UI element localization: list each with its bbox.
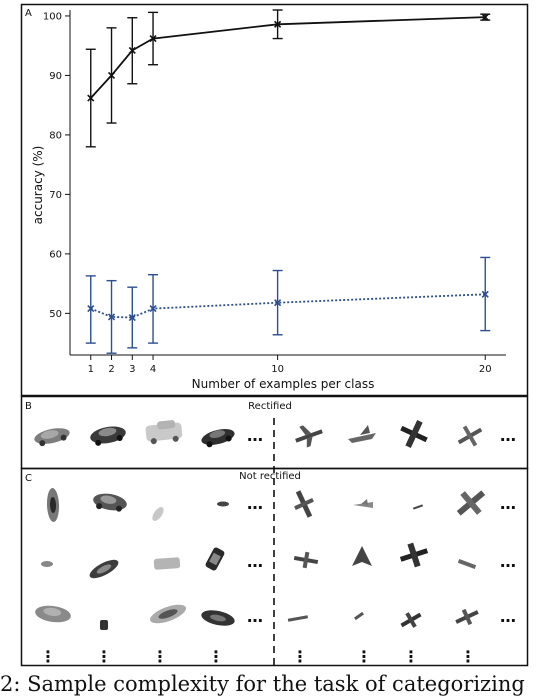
x-axis-title: Number of examples per class [192, 377, 375, 391]
data-point [481, 13, 489, 21]
panel-b-title: Rectified [248, 401, 292, 412]
panel-a-frame [20, 3, 529, 397]
panel-c-letter: C [25, 473, 32, 484]
ellipsis-marker: … [500, 607, 516, 626]
y-tick-label: 100 [43, 11, 62, 22]
data-point [107, 71, 116, 79]
car-image [201, 610, 235, 626]
vertical-ellipsis-marker: ⋮ [96, 647, 112, 666]
data-point [128, 313, 136, 322]
car-image [93, 493, 127, 512]
car-image [100, 620, 108, 630]
x-tick-label: 10 [271, 364, 284, 375]
car-image [89, 559, 119, 579]
ellipsis-marker: … [500, 494, 516, 513]
panel-c-title: Not rectified [239, 471, 301, 482]
airplane-image [353, 499, 373, 508]
figure-caption: 2: Sample complexity for the task of cat… [0, 672, 525, 696]
car-image [152, 507, 164, 521]
data-point [107, 313, 116, 321]
vertical-ellipsis-marker: ⋮ [40, 647, 56, 666]
vertical-ellipsis-marker: ⋮ [152, 647, 168, 666]
y-tick-label: 60 [49, 249, 62, 260]
car-image [201, 429, 235, 448]
airplane-image [400, 420, 428, 448]
car-image [46, 488, 60, 522]
panel-a-letter: A [25, 8, 32, 19]
airplane-image [457, 425, 483, 447]
car-image [145, 420, 183, 445]
ellipsis-marker: … [247, 426, 263, 445]
airplane-image [399, 542, 429, 568]
airplane-image [457, 559, 477, 569]
car-image [90, 426, 126, 446]
data-point [274, 20, 282, 28]
airplane-image [294, 490, 314, 518]
vertical-ellipsis-marker: ⋮ [292, 647, 308, 666]
data-point [128, 46, 136, 55]
vertical-ellipsis-marker: ⋮ [356, 647, 372, 666]
panel-b-letter: B [25, 401, 32, 412]
data-point [149, 34, 157, 43]
car-image [217, 501, 229, 507]
x-tick-label: 3 [129, 364, 135, 375]
airplane-image [295, 425, 323, 448]
airplane-image [293, 551, 319, 569]
y-tick-label: 90 [49, 71, 62, 82]
y-axis-title: accuracy (%) [31, 146, 45, 225]
car-image [41, 561, 53, 567]
rectified-car-images [34, 420, 235, 448]
airplane-image [455, 608, 479, 626]
series-line-0 [90, 16, 486, 99]
ellipsis-marker: … [247, 494, 263, 513]
ellipsis-marker: … [500, 426, 516, 445]
airplane-image [287, 615, 309, 622]
y-tick-label: 70 [49, 190, 62, 201]
airplane-image [456, 490, 486, 516]
data-point [149, 305, 157, 313]
accuracy-chart: 50 60 70 80 90 100 1 2 3 4 10 20 [43, 9, 506, 375]
data-point [481, 290, 489, 298]
car-image [149, 604, 187, 624]
y-tick-label: 50 [49, 309, 62, 320]
car-image [34, 428, 70, 447]
y-tick-label: 80 [49, 130, 62, 141]
car-image [35, 605, 71, 623]
airplane-image [352, 546, 372, 566]
vertical-ellipsis-marker: ⋮ [403, 647, 419, 666]
airplane-image [412, 504, 424, 510]
vertical-ellipsis-marker: ⋮ [208, 647, 224, 666]
x-tick-label: 20 [479, 364, 492, 375]
ellipsis-marker: … [247, 607, 263, 626]
rectified-airplane-images [295, 420, 483, 448]
airplane-image [400, 612, 422, 628]
car-image [153, 557, 181, 570]
car-image [205, 547, 225, 571]
vertical-ellipsis-marker: ⋮ [460, 647, 476, 666]
series-line-1 [90, 293, 486, 319]
x-tick-label: 1 [88, 364, 94, 375]
data-point [87, 94, 95, 102]
unrectified-airplane-images [287, 490, 486, 628]
airplane-image [354, 611, 364, 621]
x-tick-label: 2 [108, 364, 114, 375]
data-point [274, 299, 282, 307]
unrectified-car-images [35, 488, 235, 630]
airplane-image [348, 425, 376, 443]
ellipsis-marker: … [500, 552, 516, 571]
data-point [87, 305, 95, 313]
x-tick-label: 4 [150, 364, 156, 375]
ellipsis-marker: … [247, 552, 263, 571]
